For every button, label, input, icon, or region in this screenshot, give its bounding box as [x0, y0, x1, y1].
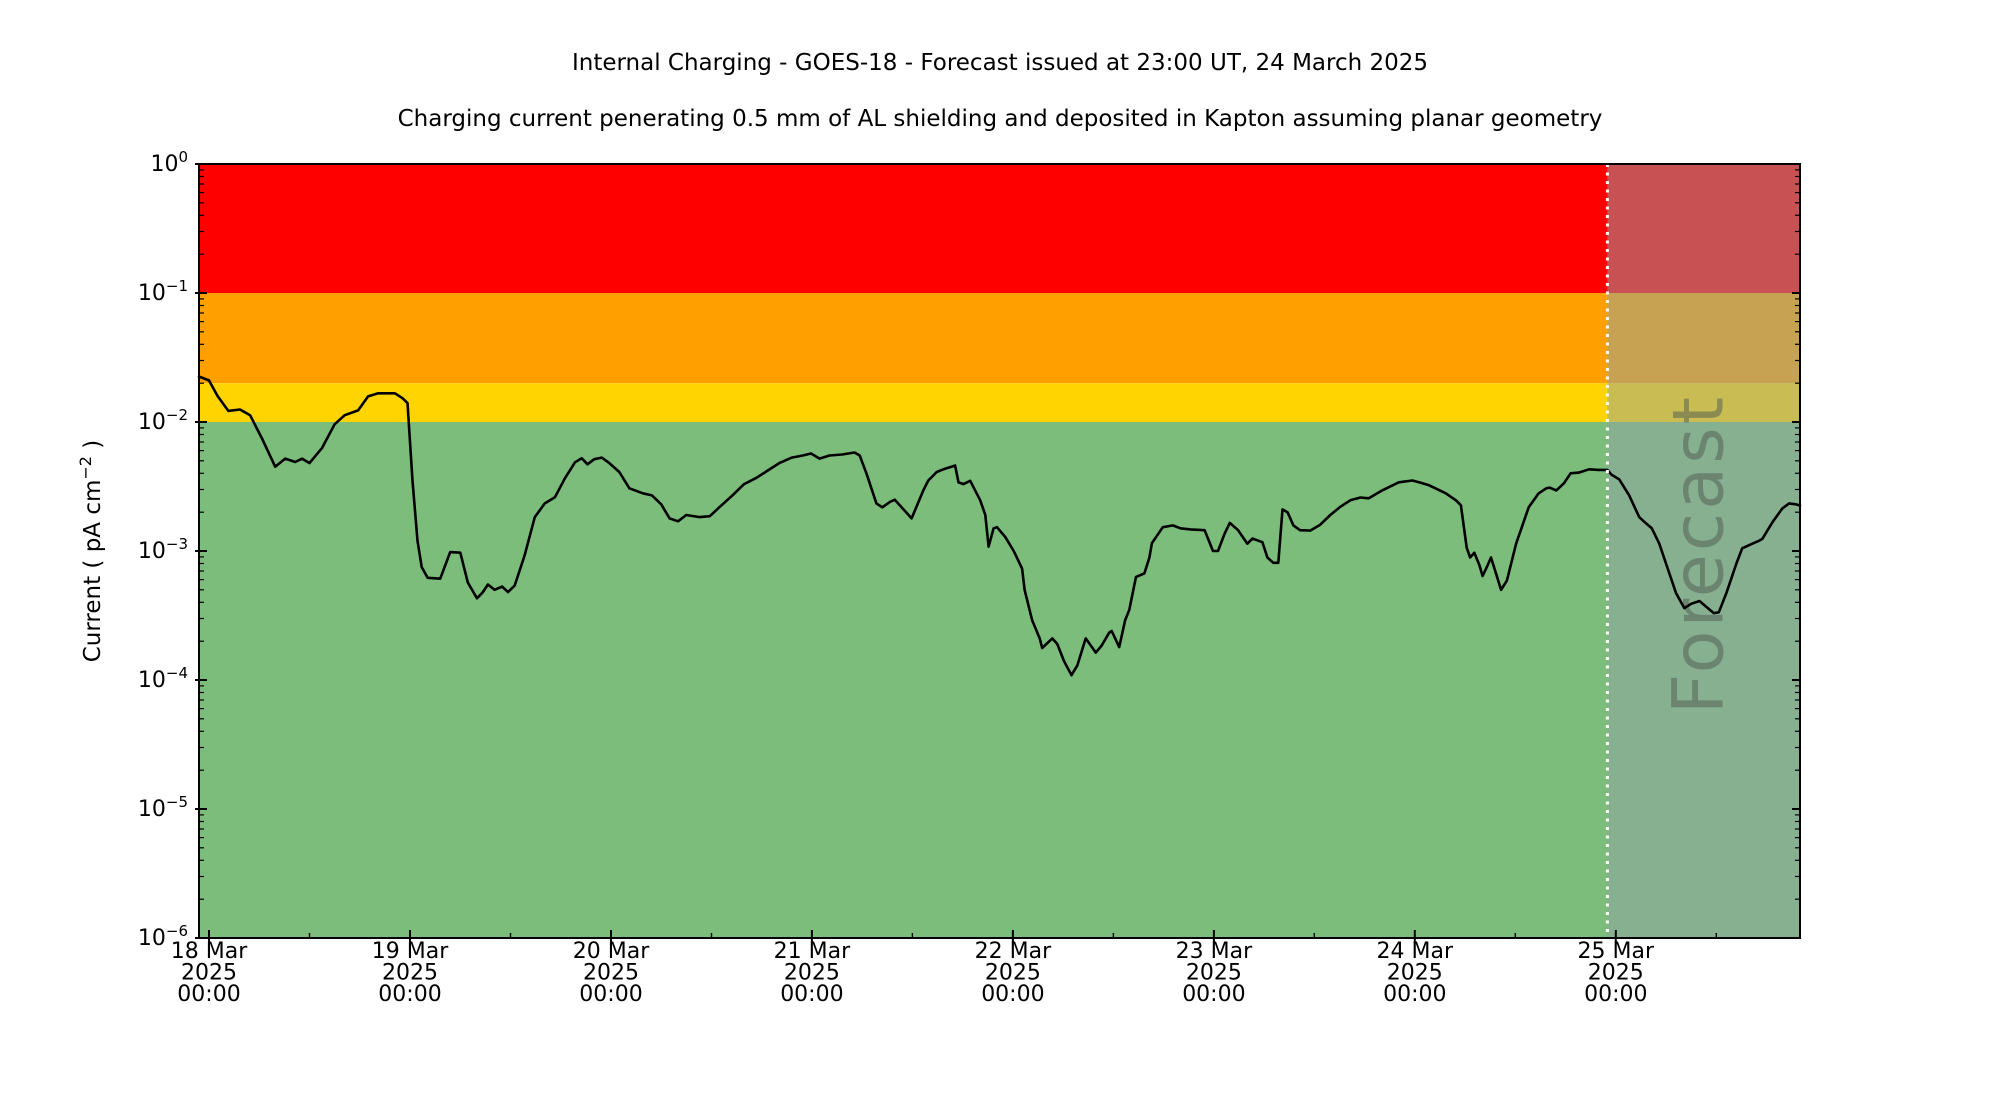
zone-green [199, 422, 1800, 938]
zone-orange [199, 293, 1800, 384]
y-axis: 100 10−1 10−2 10−3 10−4 10−5 10−6 [138, 148, 1800, 951]
x-tick-label: 24 Mar [1377, 939, 1454, 964]
x-tick-label: 2025 [1186, 961, 1242, 986]
forecast-watermark-label: Forecast [1658, 394, 1740, 714]
y-tick-label: 10−5 [138, 793, 188, 822]
forecast-overlay [1607, 164, 1800, 938]
x-tick-label: 2025 [382, 961, 438, 986]
x-tick-label: 00:00 [1182, 982, 1245, 1007]
x-tick-label: 19 Mar [372, 939, 449, 964]
y-tick-label: 10−6 [138, 922, 188, 951]
x-tick-label: 2025 [985, 961, 1041, 986]
x-tick-label: 20 Mar [573, 939, 650, 964]
x-tick-label: 25 Mar [1578, 939, 1655, 964]
zone-yellow [199, 383, 1800, 422]
y-axis-title: Current ( pA cm−2 ) [76, 440, 106, 663]
x-tick-label: 2025 [583, 961, 639, 986]
y-tick-label: 10−3 [138, 535, 188, 564]
y-tick-label: 10−2 [138, 406, 188, 435]
x-tick-label: 21 Mar [774, 939, 851, 964]
zone-red [199, 164, 1800, 293]
x-tick-label: 2025 [1588, 961, 1644, 986]
x-tick-label: 2025 [181, 961, 237, 986]
x-tick-label: 00:00 [177, 982, 240, 1007]
x-tick-label: 23 Mar [1176, 939, 1253, 964]
warning-zones [199, 164, 1800, 938]
series-line-charging-current [197, 375, 1802, 677]
x-tick-label: 2025 [784, 961, 840, 986]
chart-subtitle: Charging current penerating 0.5 mm of AL… [397, 106, 1603, 132]
x-tick-label: 00:00 [378, 982, 441, 1007]
x-tick-label: 00:00 [981, 982, 1044, 1007]
x-tick-label: 2025 [1387, 961, 1443, 986]
y-tick-label: 100 [150, 148, 188, 177]
x-tick-label: 00:00 [780, 982, 843, 1007]
chart-title: Internal Charging - GOES-18 - Forecast i… [571, 50, 1429, 76]
x-tick-label: 18 Mar [171, 939, 248, 964]
y-tick-label: 10−4 [138, 664, 188, 693]
x-tick-label: 22 Mar [975, 939, 1052, 964]
x-tick-label: 00:00 [1383, 982, 1446, 1007]
x-tick-label: 00:00 [1584, 982, 1647, 1007]
x-tick-label: 00:00 [579, 982, 642, 1007]
y-tick-label: 10−1 [138, 277, 188, 306]
